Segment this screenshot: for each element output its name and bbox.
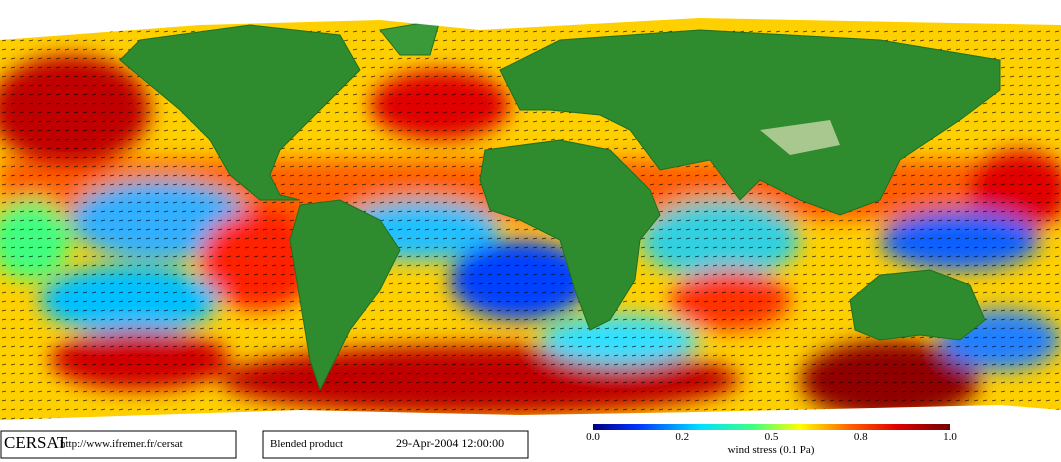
- colorbar-tick-label: 1.0: [943, 431, 957, 443]
- product-box: [262, 430, 529, 459]
- colorbar-tick-label: 0.8: [854, 431, 868, 443]
- logo-name: CERSAT: [4, 433, 68, 452]
- colorbar: [593, 424, 950, 430]
- product-name: Blended product: [270, 438, 343, 450]
- logo-url[interactable]: http://www.ifremer.fr/cersat: [60, 438, 183, 450]
- colorbar-tick-label: 0.0: [586, 431, 600, 443]
- colorbar-label: wind stress (0.1 Pa): [728, 444, 815, 456]
- footer: CERSAT http://www.ifremer.fr/cersat Blen…: [0, 424, 1061, 462]
- land: [119, 19, 1001, 392]
- product-date: 29-Apr-2004 12:00:00: [396, 436, 504, 450]
- colorbar-tick-label: 0.2: [675, 431, 689, 443]
- ice: [0, 0, 1061, 430]
- colorbar-ticks: 0.0 0.2 0.5 0.8 1.0: [586, 431, 957, 443]
- colorbar-tick-label: 0.5: [765, 431, 779, 443]
- logo-box: [0, 430, 237, 459]
